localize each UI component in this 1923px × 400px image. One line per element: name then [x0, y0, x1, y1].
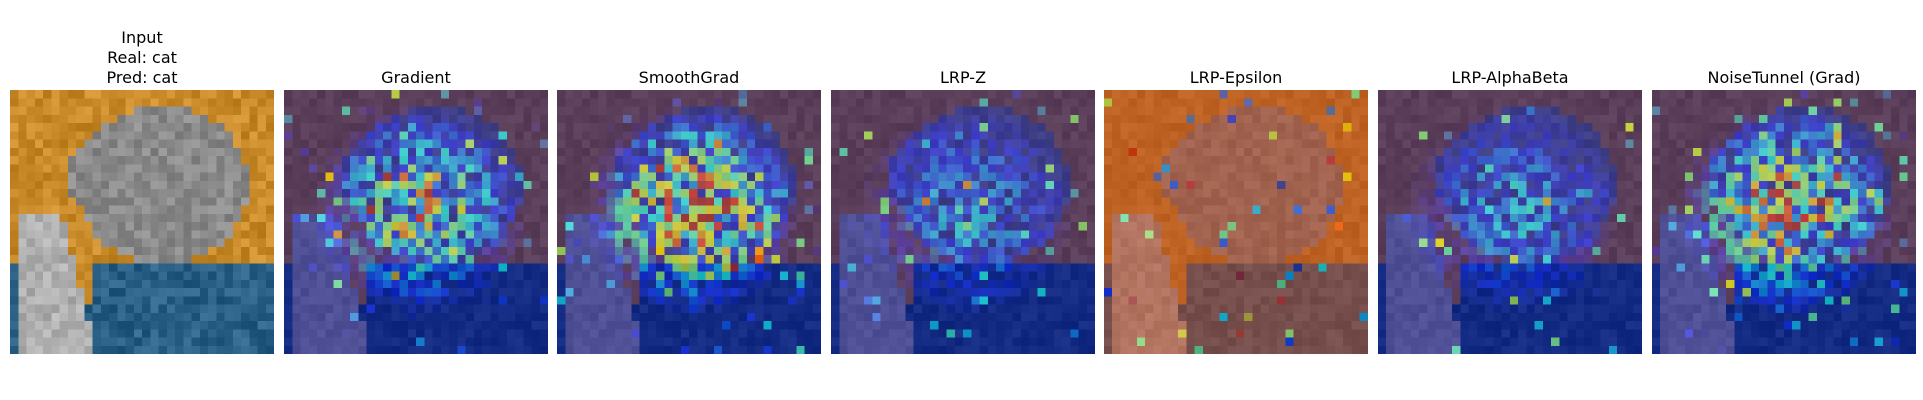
smoothgrad-heatmap [557, 90, 821, 354]
panel-title-lrp-epsilon: LRP-Epsilon [1189, 68, 1283, 87]
panel-noisetunnel-grad: NoiseTunnel (Grad) [1652, 0, 1916, 400]
panel-lrp-alphabeta: LRP-AlphaBeta [1378, 0, 1642, 400]
panel-gradient: Gradient [284, 0, 548, 400]
panel-lrp-epsilon: LRP-Epsilon [1104, 0, 1368, 400]
gradient-heatmap [284, 90, 548, 354]
lrp-alphabeta-canvas [1378, 90, 1642, 354]
lrp-epsilon-canvas [1104, 90, 1368, 354]
panel-title-lrp-z: LRP-Z [939, 68, 987, 87]
noisetunnel-grad-heatmap [1652, 90, 1916, 354]
panel-input: Input Real: cat Pred: cat [10, 0, 274, 400]
lrp-z-canvas [831, 90, 1095, 354]
input-canvas [10, 90, 274, 354]
panel-lrp-z: LRP-Z [831, 0, 1095, 400]
lrp-epsilon-heatmap [1104, 90, 1368, 354]
panel-title-gradient: Gradient [381, 68, 451, 87]
input-image [10, 90, 274, 354]
noisetunnel-grad-canvas [1652, 90, 1916, 354]
lrp-z-heatmap [831, 90, 1095, 354]
panel-title-lrp-alphabeta: LRP-AlphaBeta [1451, 68, 1569, 87]
gradient-canvas [284, 90, 548, 354]
panel-title-input: Input Real: cat Pred: cat [106, 28, 178, 87]
smoothgrad-canvas [557, 90, 821, 354]
panel-title-noisetunnel-grad: NoiseTunnel (Grad) [1707, 68, 1861, 87]
panel-title-smoothgrad: SmoothGrad [638, 68, 740, 87]
panel-smoothgrad: SmoothGrad [557, 0, 821, 400]
lrp-alphabeta-heatmap [1378, 90, 1642, 354]
